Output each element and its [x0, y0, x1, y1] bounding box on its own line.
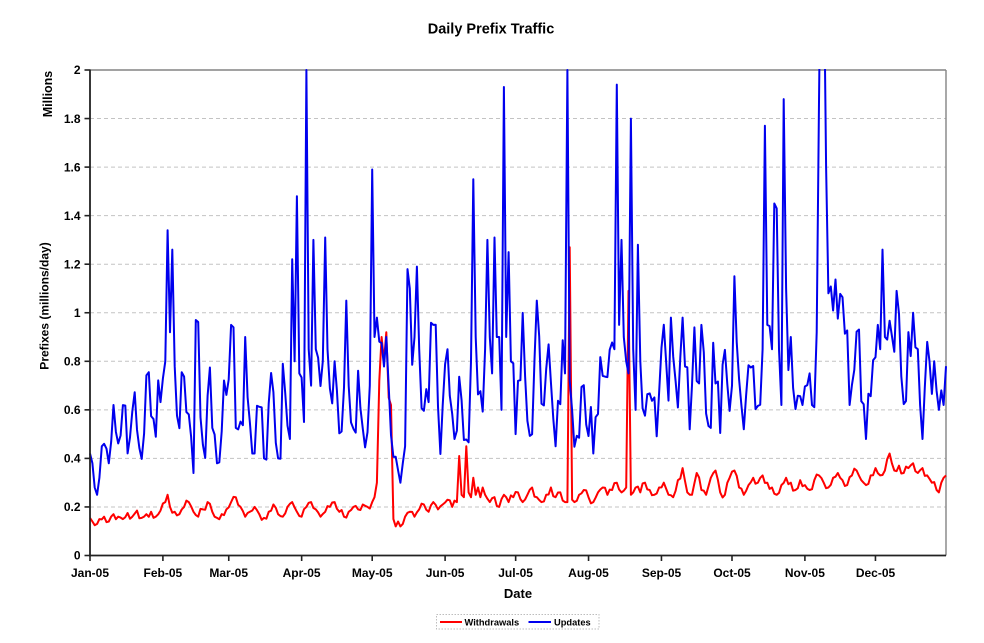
svg-text:Jun-05: Jun-05 [426, 566, 465, 580]
svg-text:0.4: 0.4 [64, 452, 81, 466]
svg-text:Jan-05: Jan-05 [71, 566, 109, 580]
svg-text:1.2: 1.2 [64, 257, 81, 271]
svg-text:Dec-05: Dec-05 [856, 566, 896, 580]
svg-text:Prefixes (millions/day): Prefixes (millions/day) [38, 242, 52, 369]
svg-text:Date: Date [504, 586, 532, 601]
svg-text:May-05: May-05 [352, 566, 393, 580]
svg-text:1.4: 1.4 [64, 209, 81, 223]
svg-text:0.6: 0.6 [64, 403, 81, 417]
svg-text:1.8: 1.8 [64, 112, 81, 126]
svg-text:1.6: 1.6 [64, 160, 81, 174]
svg-text:Sep-05: Sep-05 [642, 566, 682, 580]
svg-text:Updates: Updates [554, 617, 591, 627]
svg-text:Nov-05: Nov-05 [785, 566, 825, 580]
svg-text:1: 1 [74, 306, 81, 320]
svg-text:Mar-05: Mar-05 [209, 566, 248, 580]
svg-text:Jul-05: Jul-05 [498, 566, 533, 580]
svg-text:2: 2 [74, 63, 81, 77]
svg-text:0.8: 0.8 [64, 355, 81, 369]
svg-text:0: 0 [74, 549, 81, 563]
svg-text:Aug-05: Aug-05 [568, 566, 609, 580]
svg-text:Apr-05: Apr-05 [283, 566, 321, 580]
svg-text:0.2: 0.2 [64, 500, 81, 514]
svg-text:Oct-05: Oct-05 [713, 566, 751, 580]
svg-text:Daily Prefix Traffic: Daily Prefix Traffic [428, 22, 555, 38]
svg-text:Millions: Millions [41, 71, 55, 118]
svg-text:Feb-05: Feb-05 [144, 566, 183, 580]
svg-text:Withdrawals: Withdrawals [465, 617, 520, 627]
